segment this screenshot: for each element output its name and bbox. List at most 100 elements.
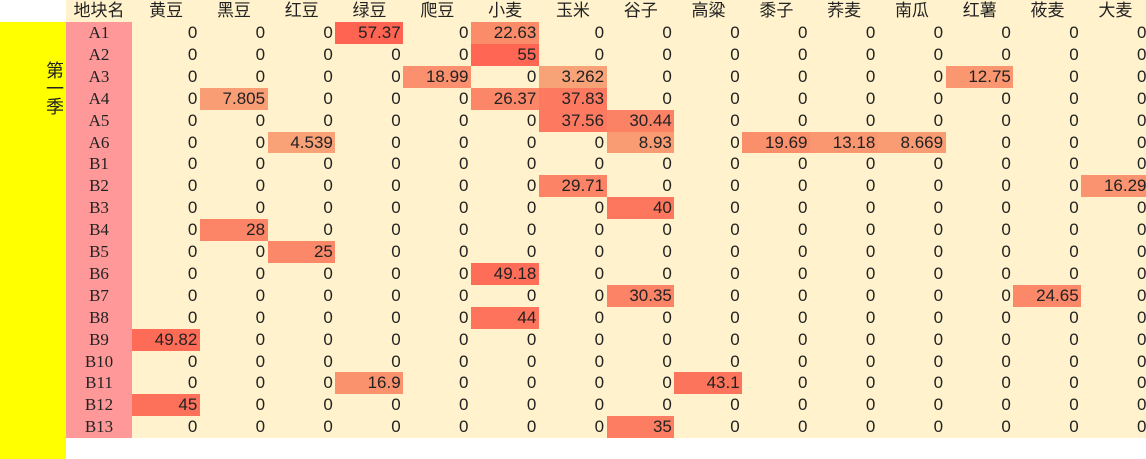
plot-name-cell[interactable]: A3 [66, 65, 132, 88]
data-cell[interactable]: 29.71 [538, 175, 608, 198]
data-cell[interactable]: 0 [742, 22, 811, 44]
data-cell[interactable]: 0 [403, 109, 472, 132]
data-cell[interactable]: 0 [132, 416, 201, 439]
data-cell[interactable]: 49.82 [132, 328, 201, 351]
data-cell[interactable]: 0 [877, 372, 947, 395]
data-cell[interactable]: 0 [1081, 131, 1146, 154]
header-crop[interactable]: 小麦 [471, 0, 540, 22]
data-cell[interactable]: 35 [606, 416, 675, 439]
data-cell[interactable]: 0 [267, 372, 336, 395]
data-cell[interactable]: 0 [335, 241, 404, 263]
data-cell[interactable]: 0 [606, 43, 675, 66]
plot-name-cell[interactable]: B11 [66, 372, 132, 395]
data-cell[interactable]: 0 [335, 65, 404, 88]
data-cell[interactable]: 0 [267, 43, 336, 66]
data-cell[interactable]: 0 [1081, 65, 1146, 88]
data-cell[interactable]: 0 [877, 87, 947, 110]
data-cell[interactable]: 0 [538, 328, 608, 351]
data-cell[interactable]: 13.18 [810, 131, 879, 154]
data-cell[interactable]: 0 [674, 328, 743, 351]
data-cell[interactable]: 0 [742, 394, 811, 417]
data-cell[interactable]: 0 [538, 153, 608, 176]
data-cell[interactable]: 55 [471, 43, 540, 66]
data-cell[interactable]: 0 [674, 394, 743, 417]
header-crop[interactable]: 南瓜 [877, 0, 947, 22]
data-cell[interactable]: 0 [674, 416, 743, 439]
header-crop[interactable]: 黍子 [742, 0, 811, 22]
data-cell[interactable]: 0 [471, 219, 540, 242]
data-cell[interactable]: 0 [945, 241, 1014, 263]
data-cell[interactable]: 0 [877, 175, 947, 198]
data-cell[interactable]: 0 [742, 372, 811, 395]
data-cell[interactable]: 0 [810, 109, 879, 132]
data-cell[interactable]: 0 [538, 262, 608, 285]
data-cell[interactable]: 0 [199, 22, 269, 44]
data-cell[interactable]: 0 [199, 284, 269, 307]
data-cell[interactable]: 0 [1013, 22, 1082, 44]
data-cell[interactable]: 0 [403, 87, 472, 110]
data-cell[interactable]: 0 [810, 394, 879, 417]
data-cell[interactable]: 0 [877, 416, 947, 439]
data-cell[interactable]: 0 [1081, 328, 1146, 351]
data-cell[interactable]: 0 [742, 328, 811, 351]
data-cell[interactable]: 0 [742, 241, 811, 263]
data-cell[interactable]: 0 [945, 350, 1014, 373]
data-cell[interactable]: 0 [199, 306, 269, 329]
data-cell[interactable]: 0 [877, 328, 947, 351]
data-cell[interactable]: 0 [335, 87, 404, 110]
data-cell[interactable]: 37.56 [538, 109, 608, 132]
data-cell[interactable]: 0 [810, 306, 879, 329]
data-cell[interactable]: 0 [1013, 87, 1082, 110]
data-cell[interactable]: 0 [945, 284, 1014, 307]
data-cell[interactable]: 0 [335, 153, 404, 176]
data-cell[interactable]: 0 [335, 131, 404, 154]
data-cell[interactable]: 0 [810, 284, 879, 307]
data-cell[interactable]: 0 [742, 219, 811, 242]
data-cell[interactable]: 0 [132, 350, 201, 373]
data-cell[interactable]: 0 [945, 372, 1014, 395]
data-cell[interactable]: 0 [403, 22, 472, 44]
data-cell[interactable]: 0 [403, 306, 472, 329]
data-cell[interactable]: 0 [1013, 394, 1082, 417]
plot-name-cell[interactable]: B5 [66, 241, 132, 263]
data-cell[interactable]: 0 [742, 65, 811, 88]
data-cell[interactable]: 0 [267, 197, 336, 220]
data-cell[interactable]: 0 [810, 43, 879, 66]
data-cell[interactable]: 0 [132, 372, 201, 395]
header-crop[interactable]: 荞麦 [810, 0, 879, 22]
data-cell[interactable]: 0 [538, 350, 608, 373]
plot-name-cell[interactable]: A5 [66, 109, 132, 132]
data-cell[interactable]: 0 [538, 197, 608, 220]
data-cell[interactable]: 25 [267, 241, 336, 263]
data-cell[interactable]: 0 [335, 175, 404, 198]
data-cell[interactable]: 3.262 [538, 65, 608, 88]
data-cell[interactable]: 0 [945, 109, 1014, 132]
data-cell[interactable]: 0 [810, 219, 879, 242]
data-cell[interactable]: 0 [403, 175, 472, 198]
data-cell[interactable]: 0 [877, 350, 947, 373]
data-cell[interactable]: 0 [538, 416, 608, 439]
data-cell[interactable]: 24.65 [1013, 284, 1082, 307]
data-cell[interactable]: 19.69 [742, 131, 811, 154]
data-cell[interactable]: 0 [877, 197, 947, 220]
data-cell[interactable]: 0 [742, 175, 811, 198]
data-cell[interactable]: 0 [674, 262, 743, 285]
data-cell[interactable]: 0 [810, 241, 879, 263]
data-cell[interactable]: 0 [674, 306, 743, 329]
corner-cell[interactable] [0, 0, 66, 22]
data-cell[interactable]: 0 [403, 394, 472, 417]
data-cell[interactable]: 0 [538, 306, 608, 329]
data-cell[interactable]: 0 [1081, 350, 1146, 373]
data-cell[interactable]: 0 [132, 22, 201, 44]
data-cell[interactable]: 0 [199, 394, 269, 417]
header-crop[interactable]: 黄豆 [132, 0, 201, 22]
data-cell[interactable]: 0 [1013, 175, 1082, 198]
data-cell[interactable]: 0 [742, 109, 811, 132]
data-cell[interactable]: 0 [199, 328, 269, 351]
data-cell[interactable]: 0 [267, 306, 336, 329]
data-cell[interactable]: 0 [1013, 197, 1082, 220]
data-cell[interactable]: 0 [606, 262, 675, 285]
data-cell[interactable]: 0 [810, 416, 879, 439]
data-cell[interactable]: 0 [1081, 219, 1146, 242]
data-cell[interactable]: 0 [132, 306, 201, 329]
